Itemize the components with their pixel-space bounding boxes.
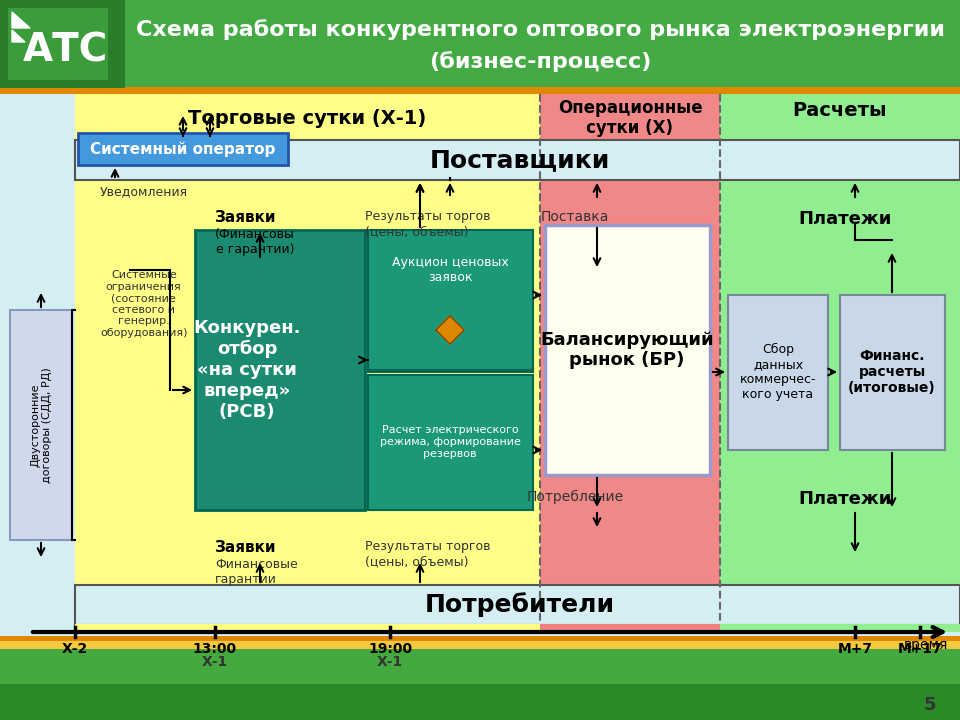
Text: (бизнес-процесс): (бизнес-процесс) — [429, 52, 651, 73]
Text: Результаты торгов
(цены, объемы): Результаты торгов (цены, объемы) — [365, 210, 491, 238]
Text: (Финансовы
е гарантии): (Финансовы е гарантии) — [215, 228, 295, 256]
Text: Платежи: Платежи — [799, 210, 892, 228]
Bar — [368, 375, 533, 510]
Text: М+7: М+7 — [837, 642, 873, 656]
Bar — [75, 585, 960, 625]
Bar — [0, 0, 960, 88]
Text: Операционные
сутки (X): Операционные сутки (X) — [558, 99, 703, 138]
Text: Схема работы конкурентного оптового рынка электроэнергии: Схема работы конкурентного оптового рынк… — [135, 19, 945, 40]
Text: Поставка: Поставка — [540, 210, 610, 224]
Text: 19:00: 19:00 — [368, 642, 412, 656]
Bar — [540, 624, 720, 632]
Bar — [0, 0, 960, 88]
Bar — [0, 624, 960, 639]
Bar — [195, 230, 365, 510]
Bar — [78, 133, 288, 165]
Bar — [545, 225, 710, 475]
Bar — [0, 636, 960, 641]
Bar — [0, 684, 960, 720]
Text: Сбор
данных
коммерчес-
кого учета: Сбор данных коммерчес- кого учета — [740, 343, 816, 401]
Text: 13:00: 13:00 — [193, 642, 237, 656]
Text: Балансирующий
рынок (БР): Балансирующий рынок (БР) — [540, 330, 714, 369]
Text: Поставщики: Поставщики — [430, 148, 611, 172]
Bar — [720, 94, 960, 624]
Text: Конкурен.
отбор
«на сутки
вперед»
(РСВ): Конкурен. отбор «на сутки вперед» (РСВ) — [193, 319, 300, 420]
Text: 5: 5 — [924, 696, 936, 714]
Text: Двусторонние
договоры (СДД, РД): Двусторонние договоры (СДД, РД) — [30, 367, 52, 483]
Text: АТС: АТС — [22, 31, 108, 69]
Text: время: время — [903, 638, 948, 652]
Polygon shape — [436, 316, 464, 344]
Bar — [0, 649, 960, 684]
Text: Платежи: Платежи — [799, 490, 892, 508]
Text: Заявки: Заявки — [215, 540, 276, 555]
Bar — [0, 87, 960, 94]
Text: Финанс.
расчеты
(итоговые): Финанс. расчеты (итоговые) — [848, 348, 936, 395]
Bar — [75, 624, 540, 632]
Bar — [720, 624, 960, 632]
Text: Торговые сутки (Х-1): Торговые сутки (Х-1) — [188, 109, 426, 127]
Bar — [540, 94, 720, 624]
Bar — [10, 310, 72, 540]
Bar — [368, 230, 533, 370]
Text: М+17: М+17 — [898, 642, 943, 656]
Bar — [0, 0, 125, 88]
Text: Расчет электрического
режима, формирование
резервов: Расчет электрического режима, формирован… — [379, 426, 520, 459]
Polygon shape — [12, 30, 25, 42]
Bar — [728, 295, 828, 450]
Text: Финансовые
гарантии: Финансовые гарантии — [215, 558, 298, 586]
Bar — [75, 140, 960, 180]
Polygon shape — [12, 12, 30, 28]
Bar — [840, 295, 945, 450]
Bar — [0, 94, 960, 624]
Text: Заявки: Заявки — [215, 210, 276, 225]
Text: Потребители: Потребители — [425, 593, 615, 618]
Text: Х-1: Х-1 — [377, 655, 403, 669]
Text: Расчеты: Расчеты — [793, 101, 887, 120]
Bar — [75, 94, 540, 624]
Text: Аукцион ценовых
заявок: Аукцион ценовых заявок — [392, 256, 509, 284]
Text: Х-1: Х-1 — [202, 655, 228, 669]
Bar — [0, 649, 960, 720]
Text: Системные
ограничения
(состояние
сетевого и
генерир.
оборудования): Системные ограничения (состояние сетевог… — [100, 270, 187, 338]
Text: Х-2: Х-2 — [61, 642, 88, 656]
Bar — [0, 639, 960, 649]
Text: Потребление: Потребление — [526, 490, 624, 504]
Text: Системный оператор: Системный оператор — [90, 141, 276, 157]
Text: Результаты торгов
(цены, объемы): Результаты торгов (цены, объемы) — [365, 540, 491, 568]
Bar — [8, 8, 108, 80]
Text: Уведомления: Уведомления — [100, 186, 188, 199]
